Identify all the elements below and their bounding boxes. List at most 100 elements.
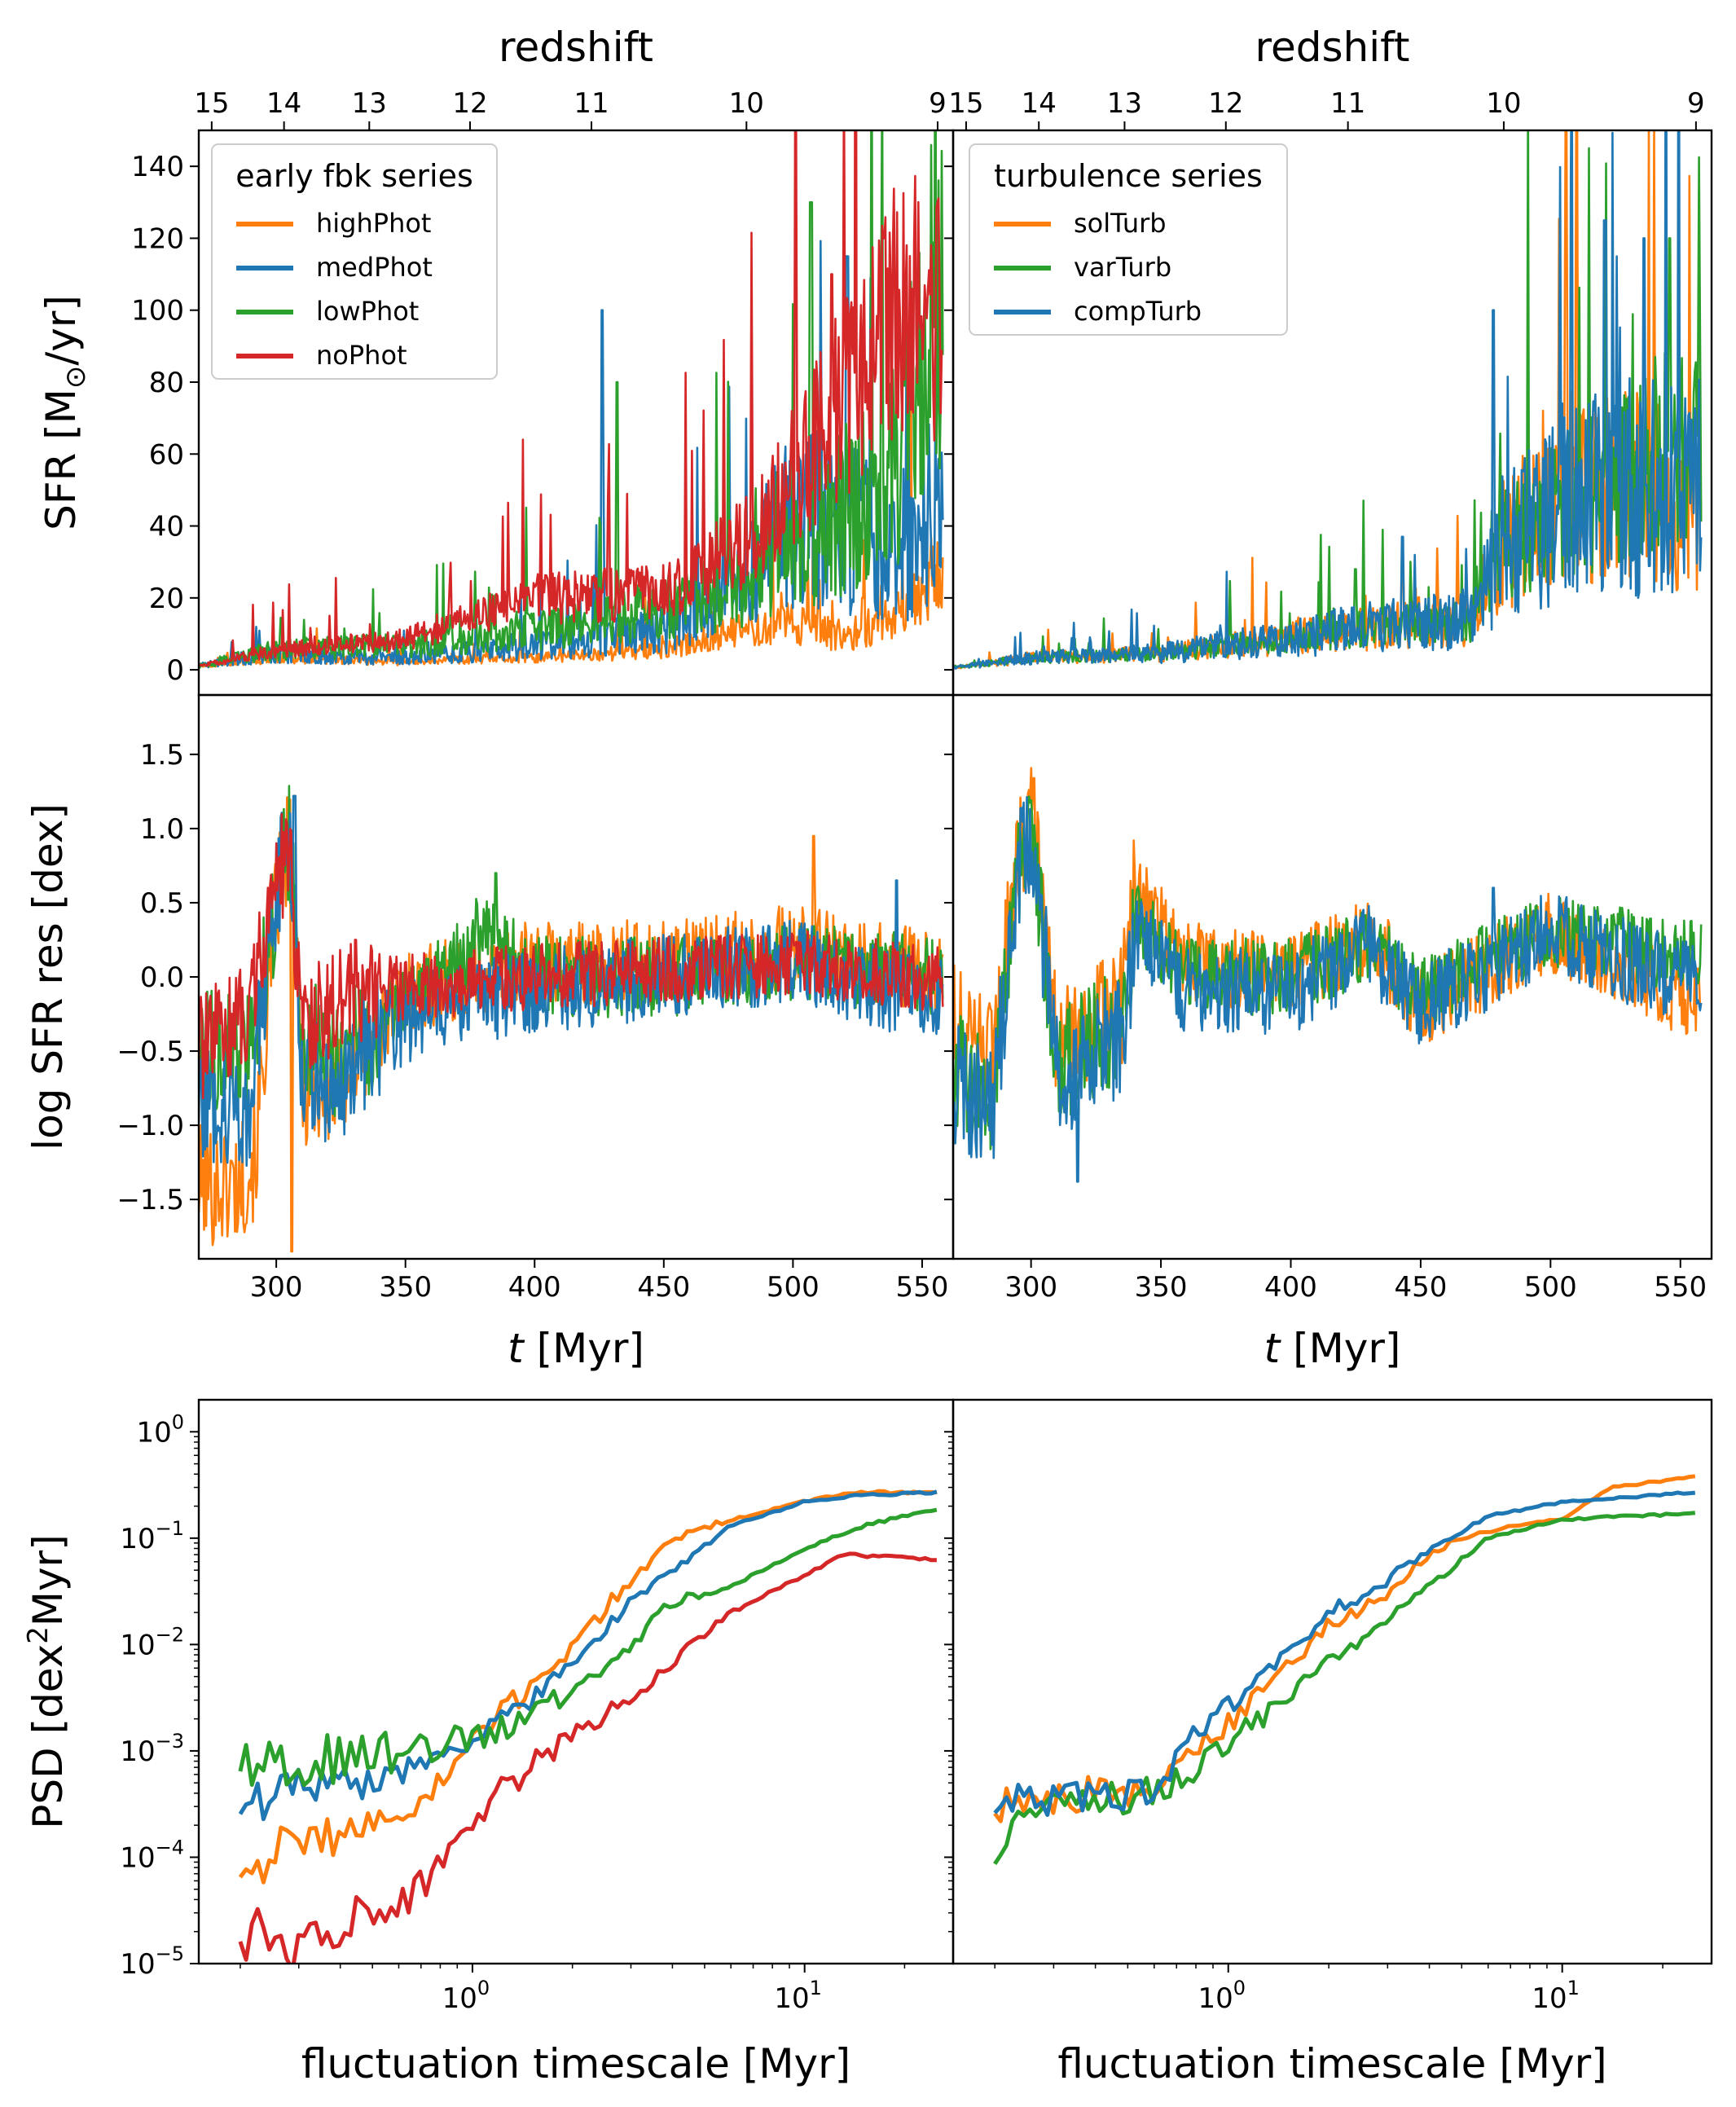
y-tick-label: 40 [149,511,184,543]
time-axis-label: t [Myr] [1264,1325,1401,1372]
x-tick-label: 300 [250,1271,303,1304]
panel-psd-right: 100 101 [944,1398,1713,2015]
y-tick-label: 80 [149,367,184,399]
redshift-tick-label: 9 [929,87,947,120]
psd-label-part: PSD [dex [24,1644,72,1829]
sfr-label-tail: /yr] [37,295,85,366]
y-tick-label: −0.5 [116,1036,184,1068]
series-line-highPhot [238,1489,938,1885]
legend-box: turbulence series solTurb varTurb compTurb [969,143,1288,336]
y-tick-label: 10−4 [120,1836,184,1874]
y-tick-exponent: −2 [156,1623,184,1646]
y-tick-label: 10−3 [120,1730,184,1768]
x-tick-label: 450 [637,1271,690,1304]
x-tick-label: 450 [1394,1271,1447,1304]
y-tick-label: 0.5 [140,887,184,920]
x-tick-label: 500 [1524,1271,1577,1304]
x-tick-label: 400 [508,1271,561,1304]
x-tick-exponent: 1 [1567,1977,1580,1999]
axes-frame [952,1398,1713,1965]
series-line-compTurb [993,1490,1696,1817]
sfr-label-part: SFR [M [37,389,85,530]
y-tick-label: 120 [131,222,184,255]
y-tick-exponent: 0 [172,1410,184,1433]
sfr-y-axis-label: SFR [M⊙/yr] [37,295,92,530]
series-line-lowPhot [238,1507,938,1788]
y-tick-label: 10−5 [120,1942,184,1981]
y-tick-label: 60 [149,438,184,471]
y-tick-label: 20 [149,583,184,615]
series-line-varTurb [953,795,1703,1150]
legend-title: turbulence series [994,158,1263,194]
series-line-varTurb [993,1511,1696,1865]
redshift-tick-label: 14 [1022,87,1057,120]
redshift-tick-label: 11 [1330,87,1365,120]
x-tick-label: 100 [442,1977,490,2015]
legend-label-compTurb: compTurb [1074,296,1202,327]
legend-title: early fbk series [235,158,473,194]
legend-frame [211,143,498,380]
legend-box: early fbk series highPhot medPhot lowPhot no… [211,143,498,380]
x-tick-label: 101 [774,1977,822,2015]
panel-res-left: −1.5 −1.0 −0.5 0.0 0.5 1.0 1.5 300 350 400 450 500 5… [116,693,955,1304]
series-line-noPhot [199,130,943,667]
series-line-compTurb [953,796,1703,1183]
res-y-axis-label: log SFR res [dex] [24,803,72,1150]
psd-y-axis-label: PSD [dex2Myr] [22,1534,72,1828]
y-tick-label: 100 [136,1410,184,1449]
redshift-tick-label: 10 [1486,87,1521,120]
y-tick-exponent: −5 [156,1942,184,1965]
sfr-label-sub: ⊙ [59,366,92,389]
series-line-lowPhot [199,130,944,669]
y-tick-label: −1.0 [116,1110,184,1142]
y-tick-exponent: −1 [156,1517,184,1540]
y-tick-exponent: −3 [156,1730,184,1753]
x-tick-label: 550 [895,1271,948,1304]
x-tick-label: 100 [1198,1977,1246,2015]
psd-x-axis-label: fluctuation timescale [Myr] [301,2040,850,2087]
time-axis-label: t [Myr] [508,1325,644,1372]
y-tick-label: 0 [166,654,184,687]
psd-x-axis-label: fluctuation timescale [Myr] [1057,2040,1606,2087]
x-tick-label: 400 [1264,1271,1317,1304]
series-line-noPhot [199,812,944,1100]
legend-label-noPhot: noPhot [316,340,407,371]
redshift-tick-label: 15 [948,87,983,120]
y-tick-exponent: −4 [156,1836,184,1858]
y-tick-label: 0.0 [140,961,184,994]
panel-sfr-right: 15 14 13 12 11 10 9 redshift [944,24,1713,697]
legend-label-varTurb: varTurb [1074,252,1171,283]
series-line-medPhot [199,240,944,669]
legend-label-medPhot: medPhot [316,252,433,283]
time-symbol: t [1264,1325,1282,1372]
x-tick-exponent: 0 [1233,1977,1246,1999]
x-tick-label: 550 [1654,1271,1707,1304]
x-tick-label: 350 [379,1271,432,1304]
x-tick-exponent: 1 [810,1977,822,1999]
time-unit: [Myr] [524,1325,644,1372]
redshift-tick-label: 12 [452,87,487,120]
psd-label-sup: 2 [22,1626,55,1644]
axes-frame [197,1398,955,1965]
panel-psd-left: 10−5 10−4 10−3 1 0 −2 10−1 100 100 101 [120,1398,955,2015]
series-line-compTurb [953,130,1703,670]
legend-label-lowPhot: lowPhot [316,296,419,327]
y-tick-label: 1.0 [140,813,184,846]
x-tick-label: 300 [1004,1271,1057,1304]
legend-label-solTurb: solTurb [1074,208,1167,239]
x-tick-label: 350 [1135,1271,1188,1304]
x-tick-exponent: 0 [477,1977,490,1999]
redshift-tick-label: 14 [266,87,301,120]
panel-res-right: 300 350 400 450 500 550 [944,693,1713,1304]
y-tick-label: −1.5 [116,1184,184,1216]
y-tick-label: 10−1 [120,1517,184,1555]
redshift-tick-label: 12 [1208,87,1243,120]
x-tick-label: 101 [1532,1977,1580,2015]
redshift-tick-label: 13 [352,87,387,120]
y-tick-label: 1.5 [140,739,184,772]
series-line-noPhot [238,1551,937,1964]
redshift-tick-label: 9 [1687,87,1705,120]
redshift-tick-label: 11 [574,87,609,120]
y-tick-label: 140 [131,151,184,183]
